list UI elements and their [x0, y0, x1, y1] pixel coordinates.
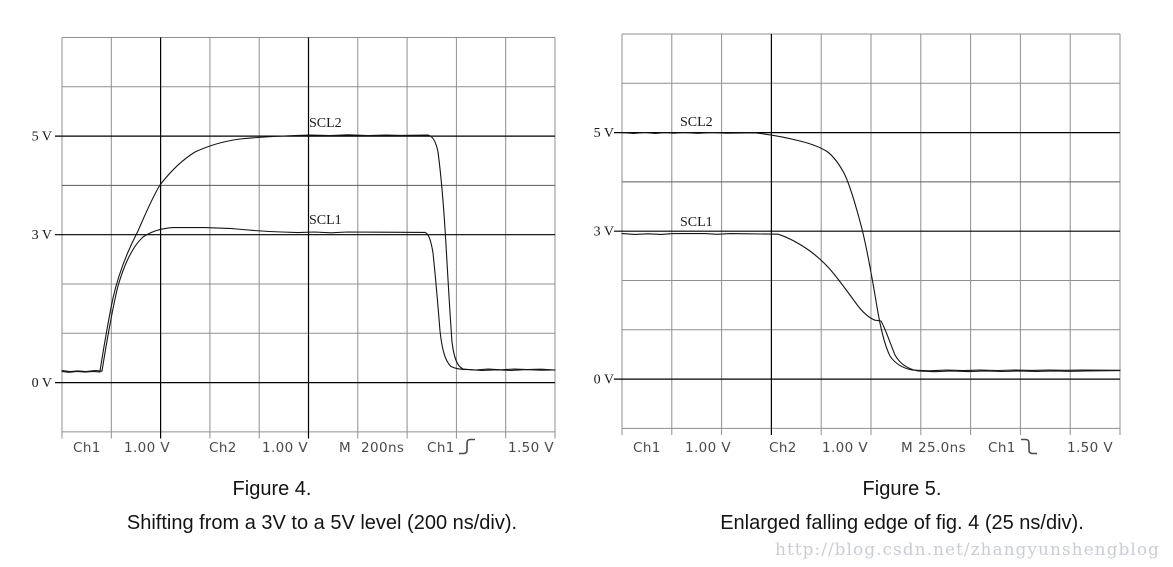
- fig4-scl1-waveform: [61, 227, 556, 373]
- fig5-status-ch1-scale: 1.00 V: [685, 440, 731, 456]
- fig4-status-trigger-level: 1.50 V: [508, 440, 554, 456]
- fig4-status-ch2-scale: 1.00 V: [262, 440, 308, 456]
- fig5-scl2-label: SCL2: [680, 115, 713, 130]
- fig4-status-ch1-scale: 1.00 V: [124, 440, 170, 456]
- fig4-trigger-position-lines: [160, 37, 310, 439]
- fig5-y-label-0v: 0 V: [594, 373, 614, 388]
- fig4-status-ch2: Ch2: [209, 440, 237, 456]
- fig4-scl2-waveform: [61, 134, 556, 373]
- figure5-caption-text: Enlarged falling edge of fig. 4 (25 ns/d…: [720, 512, 1084, 534]
- fig5-status-trigger-source: Ch1: [988, 440, 1016, 456]
- fig5-scl2-waveform: [621, 131, 1121, 372]
- fig4-status-trigger-source: Ch1: [427, 440, 455, 456]
- fig4-y-label-5v: 5 V: [32, 130, 52, 145]
- fig4-scl2-label: SCL2: [309, 116, 342, 131]
- fig5-status-timebase: 25.0ns: [918, 440, 966, 456]
- fig4-status-timebase: 200ns: [361, 440, 404, 456]
- fig4-status-m: M: [339, 440, 351, 456]
- fig4-scl1-label: SCL1: [309, 213, 342, 228]
- fig5-scl1-label: SCL1: [680, 215, 713, 230]
- figure5-caption-title: Figure 5.: [862, 478, 942, 500]
- fig4-y-label-3v: 3 V: [32, 228, 52, 243]
- fig5-status-ch1: Ch1: [633, 440, 661, 456]
- fig5-status-ch2: Ch2: [769, 440, 797, 456]
- fig5-status-m: M: [901, 440, 913, 456]
- fig4-status-ch1: Ch1: [73, 440, 101, 456]
- fig5-y-label-3v: 3 V: [594, 225, 614, 240]
- figure4-caption-title: Figure 4.: [232, 478, 312, 500]
- figure5-oscilloscope-screenshot: 5 V 3 V 0 V SCL2 SCL1 Ch1 1.00 V Ch2 1.0…: [594, 33, 1121, 456]
- figure4-caption-text: Shifting from a 3V to a 5V level (200 ns…: [126, 512, 518, 534]
- fig5-grid-vertical-lines: [621, 34, 1121, 435]
- fig4-voltage-reference-lines: [55, 135, 555, 384]
- rising-edge-trigger-icon: [459, 438, 475, 455]
- fig5-scl1-waveform: [621, 233, 1121, 373]
- fig5-status-ch2-scale: 1.00 V: [822, 440, 868, 456]
- fig5-y-label-5v: 5 V: [594, 126, 614, 141]
- falling-edge-trigger-icon: [1021, 438, 1037, 455]
- fig5-grid-horizontal-lines: [622, 33, 1120, 429]
- fig5-status-trigger-level: 1.50 V: [1067, 440, 1113, 456]
- fig4-y-label-0v: 0 V: [32, 376, 52, 391]
- fig4-grid-vertical-lines: [61, 37, 556, 439]
- fig5-voltage-reference-lines: [614, 132, 1120, 380]
- figure4-oscilloscope-screenshot: 5 V 3 V 0 V SCL2 SCL1 Ch1 1.00 V Ch2 1.0…: [32, 37, 556, 456]
- blog-watermark-url: http://blog.csdn.net/zhangyunshengblog: [775, 540, 1160, 560]
